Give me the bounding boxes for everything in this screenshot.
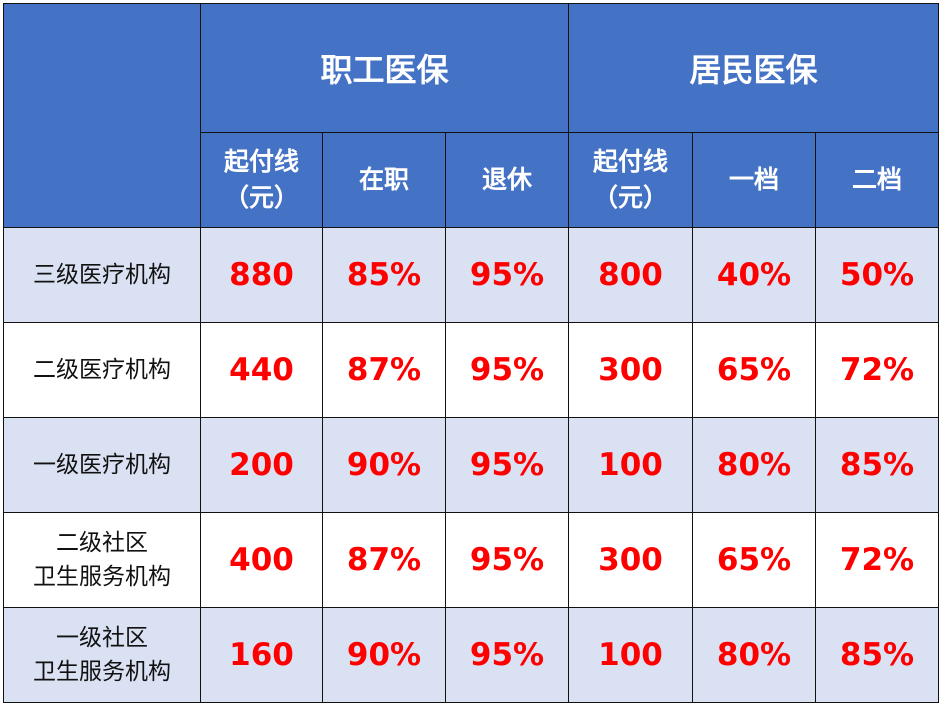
row-label: 一级医疗机构: [3, 417, 201, 513]
value-cell: 80%: [692, 417, 816, 513]
column-header-line: 退休: [481, 165, 532, 194]
column-header-unit: （元）: [592, 183, 668, 212]
value-cell: 100: [568, 417, 693, 513]
value-cell: 300: [568, 322, 693, 418]
row-label-line: 卫生服务机构: [33, 564, 171, 590]
row-label-line: 三级医疗机构: [33, 262, 171, 288]
column-header: 起付线 （元）: [568, 132, 693, 228]
group-header-employee: 职工医保: [200, 3, 569, 133]
insurance-table: 职工医保 居民医保 起付线 （元） 在职 退休 起付线 （元） 一档 二档 三级医疗机构 880…: [3, 3, 939, 703]
column-header-line: 在职: [358, 165, 409, 194]
table-row: 二级医疗机构 440 87% 95% 300 65% 72%: [3, 322, 939, 418]
value-cell: 85%: [815, 607, 939, 703]
value-cell: 100: [568, 607, 693, 703]
row-label-line: 一级医疗机构: [33, 452, 171, 478]
column-header: 起付线 （元）: [200, 132, 323, 228]
group-header-resident: 居民医保: [568, 3, 939, 133]
column-header: 一档: [692, 132, 816, 228]
row-label-line: 二级社区: [56, 530, 148, 556]
table-row: 一级社区 卫生服务机构 160 90% 95% 100 80% 85%: [3, 607, 939, 703]
value-cell: 200: [200, 417, 323, 513]
value-cell: 65%: [692, 512, 816, 608]
table-row: 二级社区 卫生服务机构 400 87% 95% 300 65% 72%: [3, 512, 939, 608]
row-label: 二级医疗机构: [3, 322, 201, 418]
table-row: 三级医疗机构 880 85% 95% 800 40% 50%: [3, 227, 939, 323]
column-header-line: 起付线: [592, 147, 668, 176]
column-header: 在职: [322, 132, 446, 228]
corner-header: [3, 3, 201, 228]
value-cell: 50%: [815, 227, 939, 323]
value-cell: 880: [200, 227, 323, 323]
value-cell: 800: [568, 227, 693, 323]
value-cell: 65%: [692, 322, 816, 418]
value-cell: 95%: [445, 417, 569, 513]
row-label-line: 二级医疗机构: [33, 357, 171, 383]
value-cell: 80%: [692, 607, 816, 703]
column-header-line: 起付线: [223, 147, 299, 176]
value-cell: 440: [200, 322, 323, 418]
value-cell: 95%: [445, 607, 569, 703]
value-cell: 90%: [322, 607, 446, 703]
value-cell: 87%: [322, 322, 446, 418]
value-cell: 95%: [445, 227, 569, 323]
row-label-line: 卫生服务机构: [33, 659, 171, 685]
value-cell: 300: [568, 512, 693, 608]
column-header: 二档: [815, 132, 939, 228]
column-header-line: 二档: [851, 165, 902, 194]
value-cell: 72%: [815, 512, 939, 608]
value-cell: 400: [200, 512, 323, 608]
value-cell: 87%: [322, 512, 446, 608]
value-cell: 95%: [445, 512, 569, 608]
row-label: 一级社区卫生服务机构: [3, 607, 201, 703]
row-label: 三级医疗机构: [3, 227, 201, 323]
column-header-line: 一档: [728, 165, 779, 194]
value-cell: 40%: [692, 227, 816, 323]
row-label: 二级社区卫生服务机构: [3, 512, 201, 608]
table-row: 一级医疗机构 200 90% 95% 100 80% 85%: [3, 417, 939, 513]
value-cell: 85%: [815, 417, 939, 513]
row-label-line: 一级社区: [56, 625, 148, 651]
column-header: 退休: [445, 132, 569, 228]
value-cell: 95%: [445, 322, 569, 418]
value-cell: 85%: [322, 227, 446, 323]
column-header-unit: （元）: [223, 183, 299, 212]
value-cell: 160: [200, 607, 323, 703]
value-cell: 90%: [322, 417, 446, 513]
value-cell: 72%: [815, 322, 939, 418]
